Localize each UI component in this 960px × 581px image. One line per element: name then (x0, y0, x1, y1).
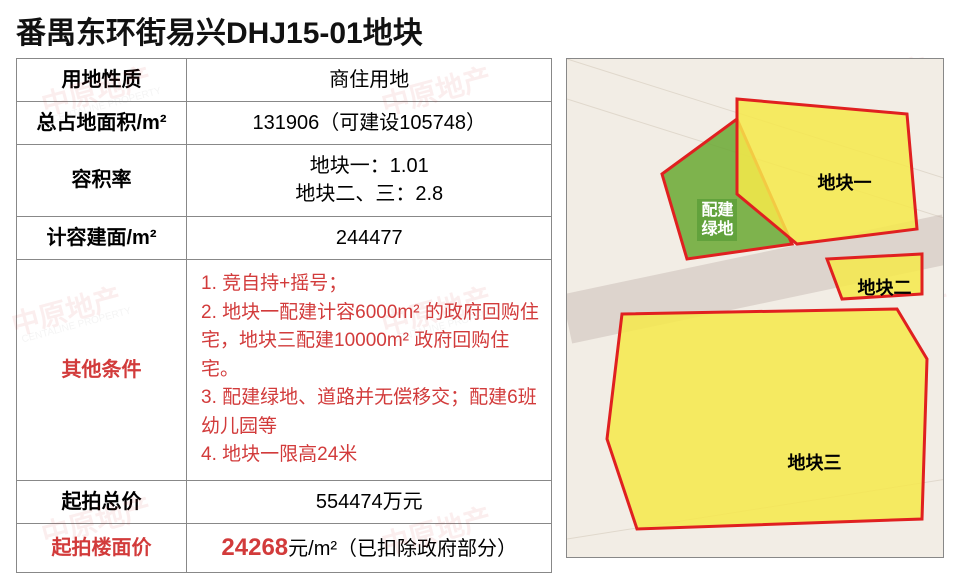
map-plot3 (607, 309, 927, 529)
site-map: 地块一 地块二 地块三 配建绿地 (566, 58, 944, 558)
data-table: 用地性质 商住用地 总占地面积/m² 131906（可建设105748） 容积率… (16, 58, 552, 573)
floor-price-number: 24268 (221, 534, 288, 561)
table-row: 起拍总价 554474万元 (17, 481, 552, 524)
value-floor-price: 24268元/m²（已扣除政府部分） (187, 524, 552, 573)
label-land-use: 用地性质 (17, 59, 187, 102)
label-total-price: 起拍总价 (17, 481, 187, 524)
label-gfa: 计容建面/m² (17, 216, 187, 259)
label-floor-price: 起拍楼面价 (17, 524, 187, 573)
cond-line: 1. 竞自持+摇号； (201, 270, 543, 299)
value-land-use: 商住用地 (187, 59, 552, 102)
page-container: 番禺东环街易兴DHJ15-01地块 用地性质 商住用地 总占地面积/m² 131… (0, 0, 960, 581)
value-conditions: 1. 竞自持+摇号； 2. 地块一配建计容6000m² 的政府回购住宅，地块三配… (187, 259, 552, 481)
floor-price-suffix: 元/m²（已扣除政府部分） (288, 538, 517, 560)
table-row: 起拍楼面价 24268元/m²（已扣除政府部分） (17, 524, 552, 573)
table-row: 容积率 地块一：1.01 地块二、三：2.8 (17, 144, 552, 216)
map-label-plot2: 地块二 (857, 274, 911, 300)
table-row: 总占地面积/m² 131906（可建设105748） (17, 101, 552, 144)
label-far: 容积率 (17, 144, 187, 216)
cond-line: 3. 配建绿地、道路并无偿移交；配建6班幼儿园等 (201, 384, 543, 441)
table-row: 用地性质 商住用地 (17, 59, 552, 102)
value-gfa: 244477 (187, 216, 552, 259)
value-total-price: 554474万元 (187, 481, 552, 524)
content-row: 用地性质 商住用地 总占地面积/m² 131906（可建设105748） 容积率… (16, 58, 944, 573)
map-label-plot3: 地块三 (787, 449, 841, 475)
value-far: 地块一：1.01 地块二、三：2.8 (187, 144, 552, 216)
table-row: 其他条件 1. 竞自持+摇号； 2. 地块一配建计容6000m² 的政府回购住宅… (17, 259, 552, 481)
map-label-plot1: 地块一 (817, 169, 871, 195)
label-site-area: 总占地面积/m² (17, 101, 187, 144)
map-svg (567, 59, 944, 558)
label-conditions: 其他条件 (17, 259, 187, 481)
cond-line: 2. 地块一配建计容6000m² 的政府回购住宅，地块三配建10000m² 政府… (201, 299, 543, 385)
map-label-green: 配建绿地 (697, 199, 737, 241)
far-line1: 地块一：1.01 (310, 155, 429, 177)
far-line2: 地块二、三：2.8 (295, 183, 443, 205)
page-title: 番禺东环街易兴DHJ15-01地块 (16, 8, 944, 52)
cond-line: 4. 地块一限高24米 (201, 441, 543, 470)
table-row: 计容建面/m² 244477 (17, 216, 552, 259)
value-site-area: 131906（可建设105748） (187, 101, 552, 144)
